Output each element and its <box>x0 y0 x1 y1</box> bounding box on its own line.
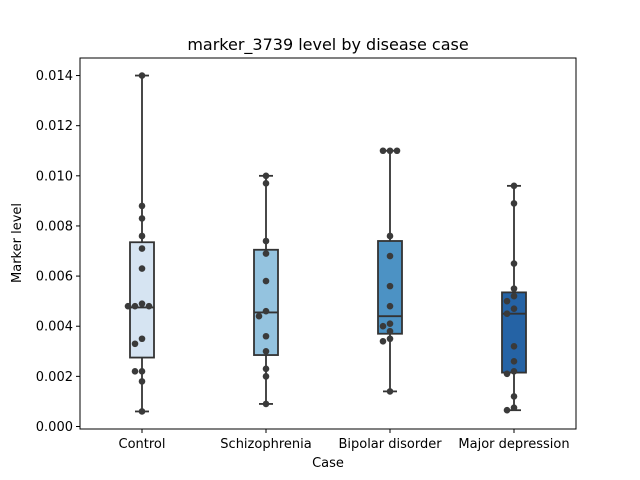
data-point <box>503 310 511 317</box>
data-point <box>138 408 146 415</box>
plot-area: 0.000 0.002 0.004 0.006 0.008 0.010 0.012 0.014… <box>36 57 577 452</box>
data-point <box>255 312 263 320</box>
data-point <box>262 180 270 187</box>
data-point <box>503 370 511 378</box>
y-tick-label: 0.004 <box>36 320 73 335</box>
data-point <box>510 404 518 411</box>
data-point <box>262 373 270 380</box>
data-point <box>138 265 146 272</box>
data-point <box>379 147 387 155</box>
data-point <box>393 147 401 155</box>
data-point <box>262 237 270 245</box>
data-point <box>131 368 139 375</box>
data-point <box>386 252 394 260</box>
y-tick-label: 0.000 <box>36 420 73 435</box>
data-point <box>262 250 270 257</box>
x-tick-label: Control <box>119 437 166 452</box>
x-axis-label: Case <box>312 456 344 471</box>
data-point <box>510 292 518 300</box>
data-point <box>510 305 518 312</box>
y-tick-label: 0.008 <box>36 219 73 234</box>
data-point <box>379 322 387 330</box>
box-group-4 <box>501 182 527 414</box>
data-point <box>510 358 518 365</box>
y-tick-label: 0.012 <box>36 119 73 134</box>
data-point <box>510 182 518 190</box>
data-point <box>510 285 518 292</box>
box-group-2 <box>253 172 279 408</box>
data-point <box>262 365 270 373</box>
y-tick-label: 0.006 <box>36 270 73 285</box>
data-point <box>386 388 394 395</box>
data-point <box>145 302 153 310</box>
data-point <box>386 335 394 343</box>
data-point <box>262 172 270 180</box>
y-axis-label: Marker level <box>10 203 25 283</box>
box-group-3 <box>377 147 403 395</box>
data-point <box>386 320 394 328</box>
data-point <box>503 406 511 414</box>
data-point <box>124 302 132 310</box>
y-tick-label: 0.014 <box>36 69 73 84</box>
data-point <box>138 72 146 79</box>
data-point <box>262 277 270 285</box>
plot-frame <box>79 57 577 430</box>
data-point <box>262 347 270 355</box>
x-tick-label: Major depression <box>458 437 569 452</box>
data-point <box>138 368 146 375</box>
data-point <box>510 342 518 350</box>
data-point <box>138 215 146 222</box>
data-point <box>262 400 270 408</box>
data-point <box>138 202 146 210</box>
box-group-1 <box>124 72 155 415</box>
data-point <box>379 337 387 345</box>
x-tick-label: Bipolar disorder <box>338 437 442 452</box>
x-tick-label: Schizophrenia <box>220 437 311 452</box>
data-point <box>510 368 518 375</box>
data-point <box>138 245 146 252</box>
data-point <box>510 260 518 267</box>
data-point <box>386 147 394 155</box>
data-point <box>138 232 146 240</box>
data-point <box>510 200 518 207</box>
data-point <box>131 340 139 348</box>
data-point <box>386 282 394 290</box>
data-point <box>262 307 270 315</box>
data-point <box>138 378 146 385</box>
data-point <box>510 393 518 400</box>
y-tick-label: 0.010 <box>36 169 73 184</box>
data-point <box>386 327 394 335</box>
data-point <box>138 335 146 343</box>
data-point <box>503 297 511 305</box>
data-point <box>262 332 270 340</box>
chart-title: marker_3739 level by disease case <box>187 35 468 55</box>
data-point <box>138 300 146 307</box>
y-tick-label: 0.002 <box>36 370 73 385</box>
data-point <box>386 302 394 310</box>
data-point <box>131 302 139 310</box>
data-point <box>386 232 394 240</box>
